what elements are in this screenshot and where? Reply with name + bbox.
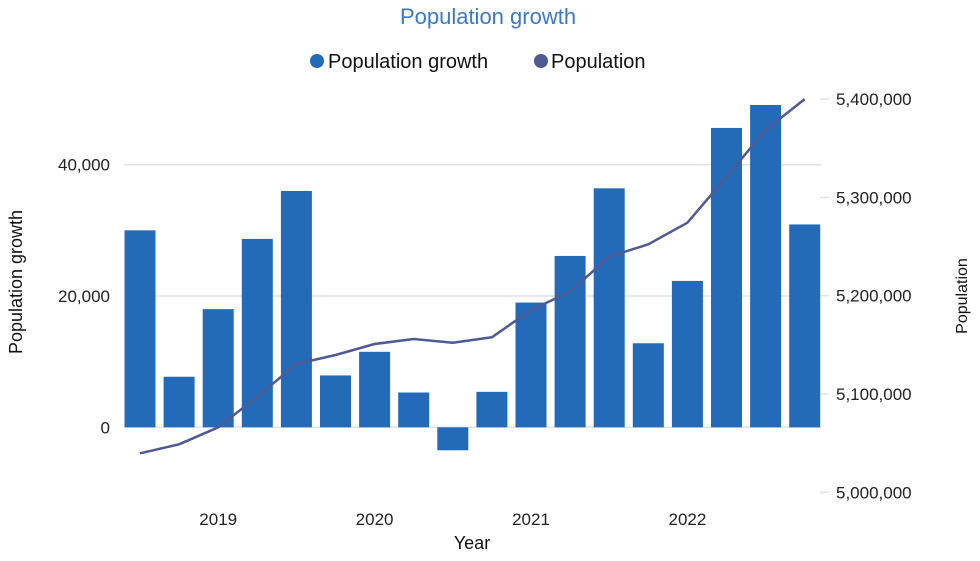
bar-2020-Q3 [437, 427, 469, 451]
right-tick-label: 5,300,000 [836, 188, 912, 207]
legend-marker-population [534, 54, 548, 68]
right-tick-label: 5,200,000 [836, 287, 912, 306]
bar-2020-Q1 [359, 351, 391, 428]
bar-2019-Q4 [320, 375, 351, 428]
x-tick-label: 2019 [199, 510, 237, 529]
bar-series [124, 104, 821, 451]
chart-title: Population growth [400, 4, 576, 29]
legend: Population growth Population [310, 51, 646, 73]
legend-label-growth: Population growth [328, 51, 488, 73]
right-tick-label: 5,100,000 [836, 385, 912, 404]
right-tick-label: 5,400,000 [836, 90, 912, 109]
bar-2018-Q4 [163, 376, 195, 428]
bar-2021-Q3 [593, 188, 625, 428]
bar-2022-Q1 [671, 280, 703, 428]
bar-2021-Q2 [554, 255, 586, 428]
legend-marker-growth [310, 54, 324, 68]
right-axis-label: Population [954, 258, 971, 334]
bar-2019-Q2 [241, 238, 273, 428]
bar-2022-Q4 [789, 224, 821, 428]
gridlines [124, 98, 829, 494]
left-tick-label: 0 [101, 418, 110, 437]
bar-2020-Q4 [476, 391, 508, 428]
left-tick-label: 40,000 [58, 156, 110, 175]
bar-2019-Q1 [202, 309, 234, 428]
x-tick-label: 2020 [356, 510, 394, 529]
bar-2021-Q4 [632, 343, 664, 428]
x-axis-ticks: 2019 2020 2021 2022 [199, 510, 706, 529]
bar-2020-Q2 [398, 392, 430, 428]
population-line [139, 98, 806, 455]
x-tick-label: 2022 [668, 510, 706, 529]
x-tick-label: 2021 [512, 510, 550, 529]
legend-label-population: Population [551, 51, 646, 73]
bar-2018-Q3 [124, 230, 156, 428]
x-axis-label: Year [454, 533, 490, 553]
bar-2022-Q2 [711, 127, 742, 428]
left-axis-ticks: 0 20,000 40,000 [58, 156, 110, 438]
line-series [139, 98, 806, 455]
left-tick-label: 20,000 [58, 287, 110, 306]
right-axis-ticks: 5,000,000 5,100,000 5,200,000 5,300,000 5,40… [836, 90, 912, 502]
right-tick-label: 5,000,000 [836, 483, 912, 502]
bar-2021-Q1 [515, 302, 547, 428]
left-axis-label: Population growth [6, 210, 26, 354]
bar-2022-Q3 [750, 104, 782, 428]
bar-2019-Q3 [280, 190, 312, 428]
